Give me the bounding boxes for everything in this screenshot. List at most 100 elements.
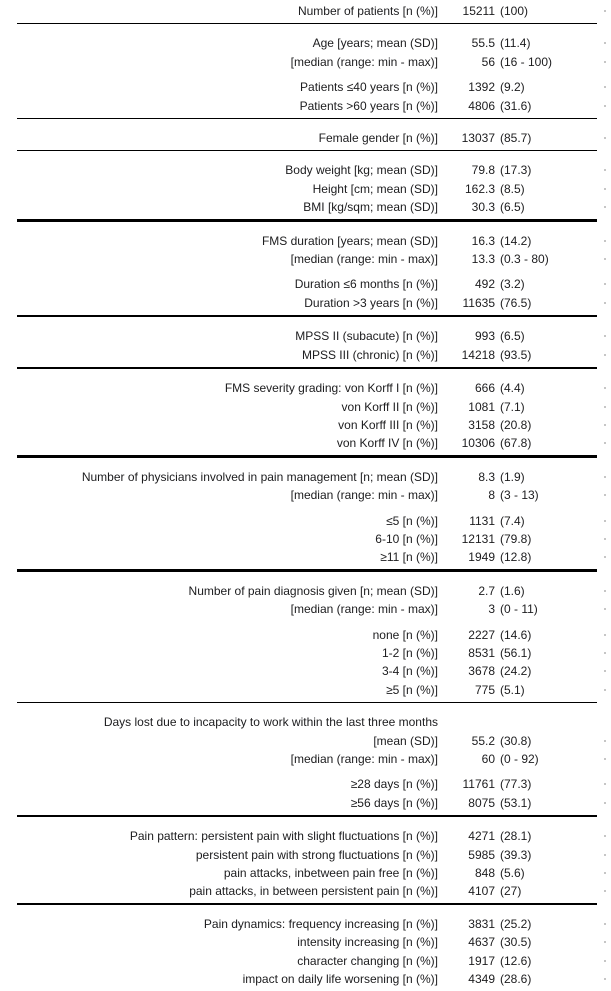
page-edge-artifact xyxy=(604,872,606,875)
table-row: ≥5 [n (%)] 775 (5.1) xyxy=(0,681,611,699)
row-label: Duration >3 years [n (%)] xyxy=(304,295,438,310)
row-label: Number of pain diagnosis given [n; mean … xyxy=(188,583,438,598)
row-value-percent: (16 - 100) xyxy=(500,54,553,69)
table-section: Number of patients [n (%)] 15211 (100) xyxy=(0,2,611,23)
table-row: ≤5 [n (%)] 1131 (7.4) xyxy=(0,512,611,530)
page-edge-artifact xyxy=(604,335,606,338)
row-value-percent: (20.8) xyxy=(500,417,532,432)
table-row: pain attacks, in between persistent pain… xyxy=(0,882,611,900)
page-edge-artifact xyxy=(604,239,606,242)
row-value-n: 12131 xyxy=(461,531,495,546)
row-value-n: 55.2 xyxy=(471,733,495,748)
row-value-n: 162.3 xyxy=(464,181,495,196)
table-row: [median (range: min - max)] 13.3 (0.3 - 80… xyxy=(0,250,611,268)
section-divider xyxy=(17,903,597,905)
row-label: Duration ≤6 months [n (%)] xyxy=(294,277,438,292)
row-value-percent: (27) xyxy=(500,884,522,899)
table-row: [median (range: min - max)] 56 (16 - 100) xyxy=(0,53,611,71)
row-value-percent: (9.2) xyxy=(500,80,525,95)
page-edge-artifact xyxy=(604,941,606,944)
row-label: persistent pain with strong fluctuations… xyxy=(195,847,438,862)
page-edge-artifact xyxy=(604,853,606,856)
row-value-percent: (53.1) xyxy=(500,795,532,810)
row-label: ≥28 days [n (%)] xyxy=(350,777,438,792)
page-edge-artifact xyxy=(604,104,606,107)
row-value-n: 1917 xyxy=(468,953,495,968)
page-edge-artifact xyxy=(604,423,606,426)
page-edge-artifact xyxy=(604,801,606,804)
table-section: Age [years; mean (SD)] 55.5 (11.4) [median … xyxy=(0,24,611,117)
row-group: Female gender [n (%)] 13037 (85.7) xyxy=(0,129,611,147)
table-row: 6-10 [n (%)] 12131 (79.8) xyxy=(0,530,611,548)
table-row: persistent pain with strong fluctuations… xyxy=(0,846,611,864)
page-edge-artifact xyxy=(604,283,606,286)
section-divider xyxy=(17,814,597,818)
table-row: von Korff IV [n (%)] 10306 (67.8) xyxy=(0,434,611,452)
row-label: Days lost due to incapacity to work with… xyxy=(103,715,438,730)
row-value-n: 3 xyxy=(488,602,495,617)
row-value-n: 2227 xyxy=(468,627,495,642)
row-value-n: 3158 xyxy=(468,417,495,432)
row-value-percent: (5.1) xyxy=(500,682,525,697)
table-row: Duration >3 years [n (%)] 11635 (76.5) xyxy=(0,294,611,312)
page-edge-artifact xyxy=(604,589,606,592)
row-value-percent: (3 - 13) xyxy=(500,488,539,503)
row-value-percent: (31.6) xyxy=(500,98,532,113)
row-group: ≤5 [n (%)] 1131 (7.4) 6-10 [n (%)] 12131 (79.… xyxy=(0,512,611,567)
row-value-percent: (85.7) xyxy=(500,131,532,146)
row-value-n: 775 xyxy=(474,682,495,697)
table-row: 1-2 [n (%)] 8531 (56.1) xyxy=(0,644,611,662)
row-value-n: 8 xyxy=(488,488,495,503)
page-edge-artifact xyxy=(604,670,606,673)
table-row: von Korff II [n (%)] 1081 (7.1) xyxy=(0,398,611,416)
row-value-n: 4349 xyxy=(468,972,495,987)
row-value-percent: (30.8) xyxy=(500,733,532,748)
row-value-n: 60 xyxy=(481,752,495,766)
table-section: Pain dynamics: frequency increasing [n (… xyxy=(0,905,611,991)
row-label: impact on daily life worsening [n (%)] xyxy=(242,972,438,987)
row-label: Height [cm; mean (SD)] xyxy=(312,181,438,196)
row-value-percent: (30.5) xyxy=(500,935,532,950)
row-value-n: 3831 xyxy=(468,916,495,931)
page-edge-artifact xyxy=(604,387,606,390)
row-value-percent: (6.5) xyxy=(500,329,525,344)
page-edge-artifact xyxy=(604,519,606,522)
row-value-n: 30.3 xyxy=(471,200,495,215)
row-label: pain attacks, in between persistent pain… xyxy=(189,884,438,899)
table-row: ≥11 [n (%)] 1949 (12.8) xyxy=(0,548,611,566)
row-label: intensity increasing [n (%)] xyxy=(297,935,438,950)
row-label: von Korff IV [n (%)] xyxy=(336,436,438,451)
row-value-percent: (77.3) xyxy=(500,777,532,792)
row-value-percent: (12.6) xyxy=(500,953,532,968)
page-edge-artifact xyxy=(604,688,606,691)
row-value-percent: (1.9) xyxy=(500,469,525,484)
section-divider xyxy=(17,219,597,222)
page-edge-artifact xyxy=(604,353,606,356)
row-value-n: 8075 xyxy=(468,795,495,810)
table-row: [median (range: min - max)] 3 (0 - 11) xyxy=(0,600,611,618)
row-label: Patients >60 years [n (%)] xyxy=(299,98,438,113)
row-value-n: 11761 xyxy=(462,777,495,792)
row-label: 6-10 [n (%)] xyxy=(375,531,438,546)
page-edge-artifact xyxy=(604,258,606,261)
section-divider xyxy=(17,22,597,25)
page-edge-artifact xyxy=(604,169,606,172)
page-edge-artifact xyxy=(604,758,606,760)
row-value-percent: (6.5) xyxy=(500,200,525,215)
row-label: Pain dynamics: frequency increasing [n (… xyxy=(203,916,438,931)
page-edge-artifact xyxy=(604,86,606,89)
row-group: ≥28 days [n (%)] 11761 (77.3) ≥56 days [n (… xyxy=(0,775,611,812)
page-edge-artifact xyxy=(604,10,606,12)
row-value-n: 14218 xyxy=(461,347,495,362)
row-value-percent: (7.4) xyxy=(500,513,525,528)
table-row: Pain dynamics: frequency increasing [n (… xyxy=(0,915,611,933)
row-value-percent: (11.4) xyxy=(500,36,531,51)
row-label: ≥11 [n (%)] xyxy=(380,550,438,565)
row-value-percent: (14.2) xyxy=(500,233,532,248)
row-label: von Korff II [n (%)] xyxy=(341,399,438,414)
row-value-percent: (100) xyxy=(500,4,529,18)
table-row: BMI [kg/sqm; mean (SD)] 30.3 (6.5) xyxy=(0,198,611,216)
row-value-percent: (39.3) xyxy=(500,847,532,862)
row-value-percent: (28.6) xyxy=(500,972,532,987)
